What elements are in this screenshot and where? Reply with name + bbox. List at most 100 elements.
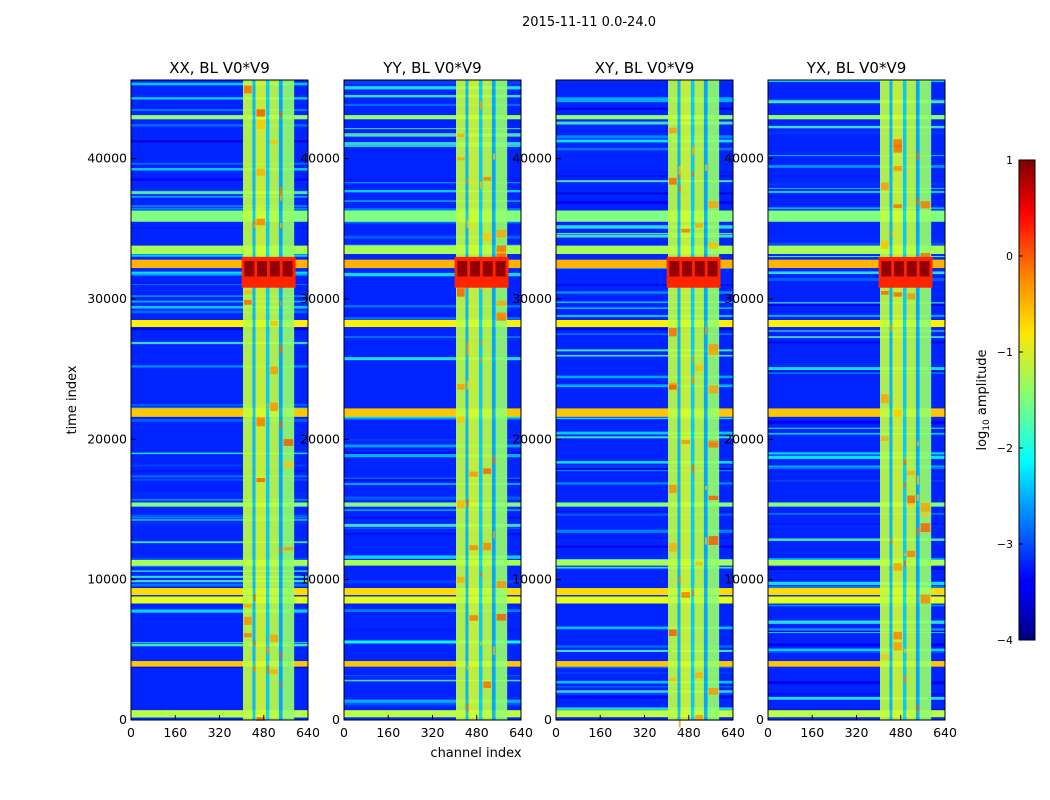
colorbar-tick-label: −4 (997, 634, 1013, 647)
heatmap-hot-cell (695, 714, 703, 720)
heatmap-hot-cell (695, 561, 703, 566)
heatmap-hot-cell (893, 165, 902, 171)
heatmap-hot-cell (244, 633, 252, 638)
heatmap-hot-cell (916, 152, 919, 160)
heatmap-streak (131, 418, 308, 422)
heatmap-hot-cell (270, 402, 278, 412)
y-tick-label: 10000 (300, 572, 340, 587)
x-tick-label: 160 (163, 725, 187, 740)
y-tick-label: 0 (332, 712, 340, 727)
heatmap-hot-cell (244, 603, 252, 608)
heatmap-streak (556, 566, 733, 569)
heatmap-hot-cell (704, 537, 707, 545)
colorbar-tick-label: −2 (997, 442, 1013, 455)
heatmap-hot-cell (916, 197, 919, 206)
panel-yy: YY, BL V0*V9 0 160 320 480 640 0 10000 20000 3000… (300, 59, 533, 740)
heatmap-hot-cell (691, 464, 694, 474)
heatmap-hot-cell (457, 576, 465, 583)
heatmap-streak (556, 648, 733, 650)
heatmap-hot-cell (496, 253, 507, 260)
heatmap-hot-cell (691, 590, 694, 596)
heatmap-streak (768, 628, 945, 631)
heatmap-streak (556, 665, 733, 669)
heatmap-streak (556, 375, 733, 379)
heatmap-time-band (131, 259, 308, 269)
heatmap-streak (768, 355, 945, 357)
heatmap-hot-cell (279, 301, 282, 306)
x-tick-label: 480 (252, 725, 276, 740)
heatmap-streak (344, 674, 521, 677)
heatmap-streak (344, 235, 521, 239)
heatmap-hot-cell (466, 220, 469, 228)
heatmap-streak (131, 97, 308, 100)
heatmap-streak (344, 272, 521, 277)
heatmap-channel-band (243, 80, 253, 720)
heatmap-time-band (131, 408, 308, 417)
heatmap-streak (131, 521, 308, 525)
heatmap-streak (768, 427, 945, 429)
heatmap-streak (768, 643, 945, 647)
heatmap-time-band (768, 502, 945, 507)
heatmap-streak (556, 232, 733, 235)
heatmap-streak (556, 314, 733, 318)
heatmap-streak (768, 586, 945, 589)
heatmap-streak (344, 314, 521, 318)
heatmap-streak (556, 349, 733, 352)
heatmap-streak (344, 444, 521, 448)
heatmap-hot-cell (492, 531, 495, 539)
x-tick-label: 160 (376, 725, 400, 740)
heatmap-hot-cell (256, 478, 265, 483)
heatmap-time-band (131, 710, 308, 718)
heatmap-hot-cell (466, 179, 469, 183)
heatmap-hot-cell (479, 101, 482, 110)
heatmap-streak (556, 692, 733, 695)
heatmap-streak (768, 236, 945, 240)
y-tick-label: 0 (544, 712, 552, 727)
x-tick-label: 640 (933, 725, 957, 740)
heatmap-hot-cell (457, 157, 465, 161)
heatmap-time-band (556, 210, 733, 222)
heatmap-hot-cell (483, 176, 491, 181)
heatmap-hot-cell (244, 85, 252, 94)
heatmap-streak (344, 482, 521, 486)
heatmap-streak (768, 696, 945, 700)
heatmap-streak (344, 679, 521, 682)
heatmap-hot-cell (893, 631, 902, 640)
heatmap-streak (556, 626, 733, 629)
heatmap-streak (768, 330, 945, 332)
heatmap-hot-cell (907, 293, 915, 300)
heatmap-streak (131, 470, 308, 472)
heatmap-hot-cell (920, 502, 931, 512)
heatmap-hot-cell (466, 380, 469, 390)
heatmap-hot-cell (907, 495, 915, 504)
heatmap-streak (768, 341, 945, 344)
heatmap-streak (768, 650, 945, 654)
heatmap-time-band (344, 560, 521, 566)
heatmap-streak (131, 282, 308, 285)
heatmap-channel-band (919, 80, 932, 720)
heatmap-hot-cell (669, 384, 677, 390)
heatmap-streak (768, 420, 945, 423)
heatmap-streak (768, 155, 945, 157)
heatmap-hot-cell (920, 252, 931, 259)
heatmap-hot-cell (483, 681, 491, 689)
x-tick-label: 480 (889, 725, 913, 740)
heatmap-time-band (768, 210, 945, 222)
heatmap-hot-cell (903, 560, 906, 566)
heatmap-streak (768, 523, 945, 527)
heatmap-hot-cell (479, 572, 482, 577)
heatmap-hot-cell (270, 140, 278, 145)
heatmap-streak (768, 271, 945, 275)
heatmap-streak (768, 581, 945, 586)
heatmap-hot-cell (256, 168, 265, 176)
panel-yx: YX, BL V0*V9 0 160 320 480 640 0 10000 20000 3000… (724, 59, 957, 740)
heatmap-streak (344, 182, 521, 184)
heatmap-streak (768, 567, 945, 571)
heatmap-streak (556, 97, 733, 99)
rfi-burst-peak (894, 261, 905, 277)
rfi-burst-peak (282, 261, 293, 277)
heatmap-hot-cell (881, 182, 889, 191)
heatmap-hot-cell (708, 201, 719, 209)
rfi-burst-peak (669, 261, 680, 277)
